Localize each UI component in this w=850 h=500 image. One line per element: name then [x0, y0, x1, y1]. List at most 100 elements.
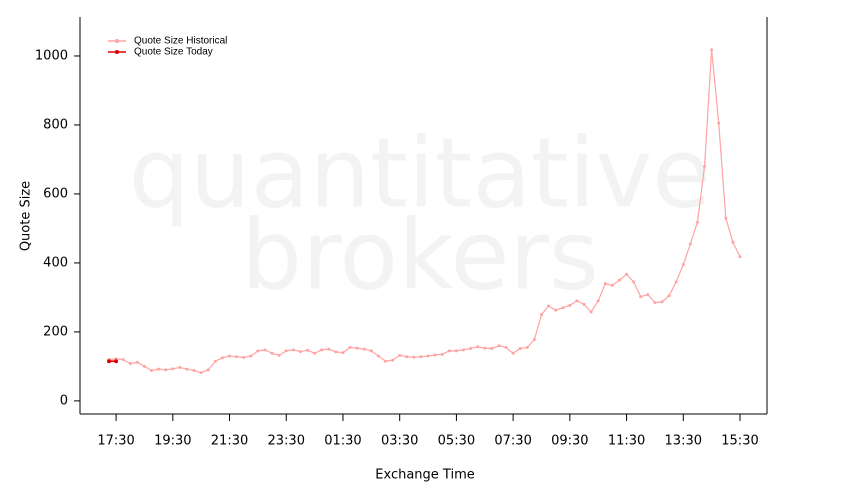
data-point — [632, 280, 636, 284]
x-tick-label: 17:30 — [97, 434, 134, 449]
data-point — [298, 350, 302, 354]
y-tick-label: 600 — [43, 186, 68, 201]
data-point — [525, 345, 529, 349]
data-point — [249, 354, 253, 358]
y-tick-label: 400 — [43, 255, 68, 270]
data-point — [171, 367, 175, 371]
data-point — [539, 313, 543, 317]
data-point — [674, 280, 678, 284]
data-point — [575, 299, 579, 303]
y-axis-label: Quote Size — [19, 181, 34, 251]
data-point — [114, 359, 119, 364]
data-point — [235, 355, 239, 359]
data-point — [192, 369, 196, 373]
data-point — [625, 272, 629, 276]
data-point — [461, 348, 465, 352]
data-point — [532, 337, 536, 341]
series-line — [108, 49, 741, 374]
data-point — [433, 353, 437, 357]
legend-label: Quote Size Today — [134, 47, 213, 58]
y-tick-label: 1000 — [35, 48, 68, 63]
data-point — [270, 351, 274, 355]
data-point — [206, 368, 210, 372]
data-point — [511, 351, 515, 355]
data-point — [547, 304, 551, 308]
data-point — [419, 355, 423, 359]
data-point — [256, 349, 260, 353]
x-tick-label: 09:30 — [551, 434, 588, 449]
data-point — [398, 353, 402, 357]
x-tick-label: 11:30 — [608, 434, 645, 449]
data-point — [639, 295, 643, 299]
data-point — [376, 354, 380, 358]
data-point — [355, 346, 359, 350]
x-axis-label: Exchange Time — [375, 468, 474, 483]
x-tick-label: 15:30 — [721, 434, 758, 449]
data-point — [142, 364, 146, 368]
data-point — [568, 303, 572, 307]
x-tick-label: 21:30 — [211, 434, 248, 449]
data-point — [447, 349, 451, 353]
data-point — [483, 346, 487, 350]
data-point — [660, 300, 664, 304]
data-point — [476, 345, 480, 349]
data-point — [603, 282, 607, 286]
y-tick-label: 0 — [60, 393, 68, 408]
data-point — [327, 347, 331, 351]
data-point — [724, 216, 728, 220]
data-point — [405, 355, 409, 359]
data-point — [717, 121, 721, 125]
data-point — [596, 299, 600, 303]
data-point — [554, 308, 558, 312]
data-point — [412, 355, 416, 359]
data-point — [135, 360, 139, 364]
data-point — [504, 345, 508, 349]
watermark: brokers — [241, 199, 599, 311]
data-point — [369, 349, 373, 353]
data-point — [313, 351, 317, 355]
data-point — [185, 367, 189, 371]
data-point — [107, 359, 111, 364]
data-point — [121, 358, 125, 362]
data-point — [228, 354, 232, 358]
data-point — [157, 367, 161, 371]
data-point — [589, 310, 593, 314]
data-point — [213, 359, 217, 363]
data-point — [384, 359, 388, 363]
data-point — [561, 306, 565, 310]
data-point — [391, 358, 395, 362]
data-point — [263, 348, 267, 352]
data-point — [731, 240, 735, 244]
data-point — [306, 348, 310, 352]
data-point — [277, 353, 281, 357]
data-point — [497, 344, 501, 348]
data-point — [220, 356, 224, 360]
data-point — [284, 349, 288, 353]
x-tick-label: 03:30 — [381, 434, 418, 449]
data-point — [291, 348, 295, 352]
data-point — [695, 220, 699, 224]
data-point — [667, 294, 671, 298]
data-point — [738, 255, 742, 259]
data-point — [348, 345, 352, 349]
x-tick-label: 19:30 — [154, 434, 191, 449]
data-point — [518, 346, 522, 350]
data-point — [178, 365, 182, 369]
data-point — [362, 347, 366, 351]
y-tick-label: 800 — [43, 117, 68, 132]
data-point — [646, 293, 650, 297]
legend-marker — [115, 50, 119, 54]
data-point — [653, 301, 657, 305]
data-point — [320, 348, 324, 352]
legend-label: Quote Size Historical — [134, 36, 227, 47]
data-point — [617, 278, 621, 282]
y-tick-label: 200 — [43, 324, 68, 339]
data-point — [490, 346, 494, 350]
data-point — [128, 362, 132, 366]
x-tick-label: 05:30 — [438, 434, 475, 449]
data-point — [242, 355, 246, 359]
data-point — [469, 346, 473, 350]
data-point — [688, 242, 692, 246]
data-point — [150, 369, 154, 373]
